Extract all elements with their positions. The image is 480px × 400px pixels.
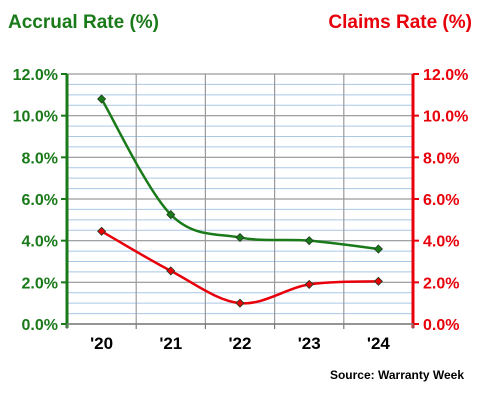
right-tick-label: 6.0%: [423, 192, 459, 209]
left-tick-label: 6.0%: [22, 192, 58, 209]
right-tick-label: 4.0%: [423, 234, 459, 251]
right-axis-title: Claims Rate (%): [328, 12, 472, 33]
accrual-rate-point: [373, 244, 383, 254]
right-tick-label: 2.0%: [423, 275, 459, 292]
x-tick-label: '20: [90, 334, 113, 353]
x-tick-label: '21: [159, 334, 182, 353]
claims-rate-point: [304, 279, 314, 289]
left-tick-label: 10.0%: [13, 109, 58, 126]
left-tick-label: 4.0%: [22, 234, 58, 251]
left-tick-label: 0.0%: [22, 317, 58, 334]
claims-rate-point: [235, 298, 245, 308]
claims-rate-point: [373, 276, 383, 286]
accrual-rate-point: [97, 94, 107, 104]
right-tick-label: 8.0%: [423, 150, 459, 167]
source-note: Source: Warranty Week: [329, 368, 464, 382]
x-tick-label: '22: [229, 334, 252, 353]
right-tick-label: 12.0%: [423, 67, 468, 84]
accrual-rate-point: [304, 236, 314, 246]
left-axis-title: Accrual Rate (%): [8, 12, 159, 33]
accrual-rate-point: [166, 210, 176, 220]
left-tick-label: 2.0%: [22, 275, 58, 292]
x-tick-label: '24: [367, 334, 390, 353]
right-tick-label: 10.0%: [423, 109, 468, 126]
x-tick-label: '23: [298, 334, 321, 353]
right-tick-label: 0.0%: [423, 317, 459, 334]
accrual-rate-point: [235, 232, 245, 243]
claims-rate-point: [97, 226, 107, 236]
left-tick-label: 8.0%: [22, 150, 58, 167]
claims-rate-point: [166, 266, 176, 276]
left-tick-label: 12.0%: [13, 67, 58, 84]
